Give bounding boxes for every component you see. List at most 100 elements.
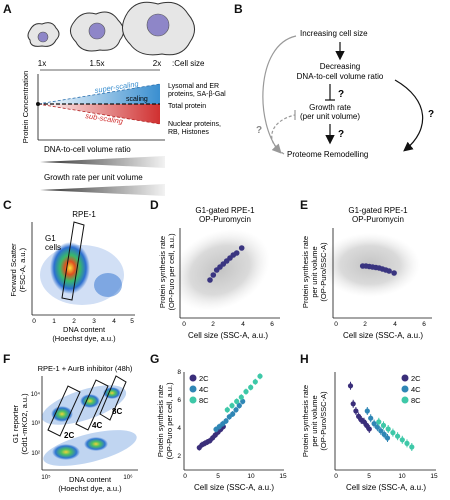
b-node-growth-2: (per unit volume) (300, 112, 360, 121)
h-legend-8c-marker (401, 396, 409, 404)
panel-label-b: B (234, 2, 243, 16)
b-node-increasing: Increasing cell size (300, 29, 368, 38)
c-xtick-0: 0 (32, 318, 36, 325)
g-ylabel-1: Protein synthesis rate (156, 385, 165, 457)
g-data-point-8C (229, 403, 235, 409)
d-data-point (210, 272, 217, 278)
c-xtick-2: 2 (72, 318, 76, 325)
scaling-desc: Total protein (168, 103, 206, 110)
g-legend-8c-marker (189, 396, 197, 404)
cell-2x (122, 1, 195, 56)
h-data-point-4C (374, 424, 380, 430)
g-xtick-0: 0 (183, 473, 187, 480)
c-xlabel-2: (Hoechst dye, a.u.) (52, 334, 116, 343)
g-data-point-8C (234, 398, 240, 404)
h-data-point-2C (364, 422, 370, 428)
a-ylabel: Protein Concentration (21, 71, 30, 144)
g-data-point-4C (230, 411, 236, 417)
f-ylabel-1: G1 reporter (11, 404, 20, 443)
d-title-2: OP-Puromycin (199, 215, 251, 224)
panel-a: 1x 1.5x 2x :Cell size Protein Concentrat… (21, 1, 226, 196)
cell-size-label: :Cell size (172, 59, 205, 68)
f-xlabel-1: DNA content (69, 475, 112, 484)
d-ylabel-2: (OP-Puro per cell, a.u.) (167, 233, 176, 311)
h-xtick-0: 0 (334, 473, 338, 480)
g-legend-8c: 8C (199, 396, 209, 405)
panel-c: RPE-1 G1 cells 0 1 2 3 4 5 DNA content (… (9, 210, 135, 343)
d-ylabel-1: Protein synthesis rate (158, 236, 167, 308)
f-low-dense-2 (84, 437, 108, 451)
super-line (37, 83, 161, 105)
f-low-dense-1 (52, 444, 80, 460)
e-title-1: G1-gated RPE-1 (348, 206, 408, 215)
g-legend-4c-marker (189, 385, 197, 393)
f-ylabel-2: (Cdt1-mKO2, a.u.) (20, 393, 29, 455)
h-data-point-4C (371, 421, 377, 427)
h-xtick-10: 10 (398, 473, 406, 480)
g-data-point-4C (236, 403, 242, 409)
h-xticks: 0 5 10 15 (334, 473, 438, 480)
g-data-point-8C (238, 394, 244, 400)
g-xtick-5: 5 (216, 473, 220, 480)
f-gate-4c (75, 379, 109, 431)
f-yticks: 10⁴ 10³ 10² (31, 391, 41, 457)
e-xlabel: Cell size (SSC-A, a.u.) (343, 331, 423, 340)
h-data-point-4C (368, 415, 374, 421)
h-legend-4c: 4C (411, 385, 421, 394)
e-ylabel-3: (OP-Puro/SSC-A) (319, 242, 328, 302)
growth-rate-wedge (40, 184, 165, 196)
h-data-point-8C (390, 430, 396, 436)
dna-ratio-wedge (40, 156, 165, 168)
h-data-point-8C (399, 437, 405, 443)
e-title-2: OP-Puromycin (352, 215, 404, 224)
d-points (207, 245, 245, 283)
bar2-label: Growth rate per unit volume (44, 173, 143, 182)
h-ylabel-3: (OP-Puro/SSC-A) (319, 391, 328, 451)
h-data-point-4C (364, 408, 370, 414)
h-legend-2c-marker (401, 374, 409, 382)
h-xtick-15: 15 (430, 473, 438, 480)
h-data-point-4C (378, 428, 384, 434)
panel-label-g: G (150, 352, 160, 366)
c-xlabel-1: DNA content (63, 325, 106, 334)
h-data-point-2C (361, 419, 367, 425)
c-xtick-3: 3 (92, 318, 96, 325)
f-xlabel-2: (Hoechst dye, a.u.) (58, 484, 122, 493)
b-gray-arrow (262, 35, 297, 154)
d-data-point (207, 277, 213, 283)
e-ylabel-1: Protein synthesis rate (301, 236, 310, 308)
c-ylabel-2: (FSC-A, a.u.) (18, 247, 27, 292)
panel-label-h: H (300, 352, 309, 366)
e-ylabel-2: per unit volume (310, 246, 319, 297)
panel-b: Increasing cell size Decreasing DNA-to-c… (256, 29, 434, 159)
d-title-1: G1-gated RPE-1 (195, 206, 255, 215)
h-legend: 2C 4C 8C (401, 374, 421, 405)
h-data-point-2C (353, 408, 359, 414)
super-desc-1: Lysomal and ER (168, 83, 219, 90)
h-data-point-2C (347, 383, 354, 389)
c-xtick-5: 5 (130, 318, 134, 325)
origin-dot (36, 102, 40, 106)
b-q1: ? (338, 89, 344, 100)
f-gate-8c-label: 8C (112, 407, 122, 416)
c-density-g1 (50, 242, 90, 294)
panel-label-d: D (150, 198, 159, 212)
panel-label-a: A (3, 2, 12, 16)
h-ylabel-1: Protein synthesis rate (301, 385, 310, 457)
size-2x: 2x (153, 59, 161, 68)
d-xtick-3: 6 (270, 321, 274, 328)
g-ytick-6: 6 (177, 397, 181, 404)
panel-f: RPE-1 + AurB inhibitor (48h) 2C 4C 8C 10… (11, 364, 138, 493)
g-ytick-4: 4 (177, 425, 181, 432)
cell-1-5x (70, 11, 124, 52)
b-node-decreasing-1: Decreasing (320, 62, 360, 71)
h-data-point-8C (380, 422, 387, 428)
c-density-g2 (94, 273, 122, 297)
c-ylabel-1: Forward Scatter (9, 243, 18, 297)
g-ylabel-2: (OP-Puro per cell, a.u.) (165, 382, 174, 460)
f-high-dense-2 (80, 394, 100, 408)
f-gate-2c (47, 385, 81, 437)
g-xtick-15: 15 (279, 473, 287, 480)
g-ytick-2: 2 (177, 453, 181, 460)
sub-desc-1: Nuclear proteins, (168, 121, 221, 128)
